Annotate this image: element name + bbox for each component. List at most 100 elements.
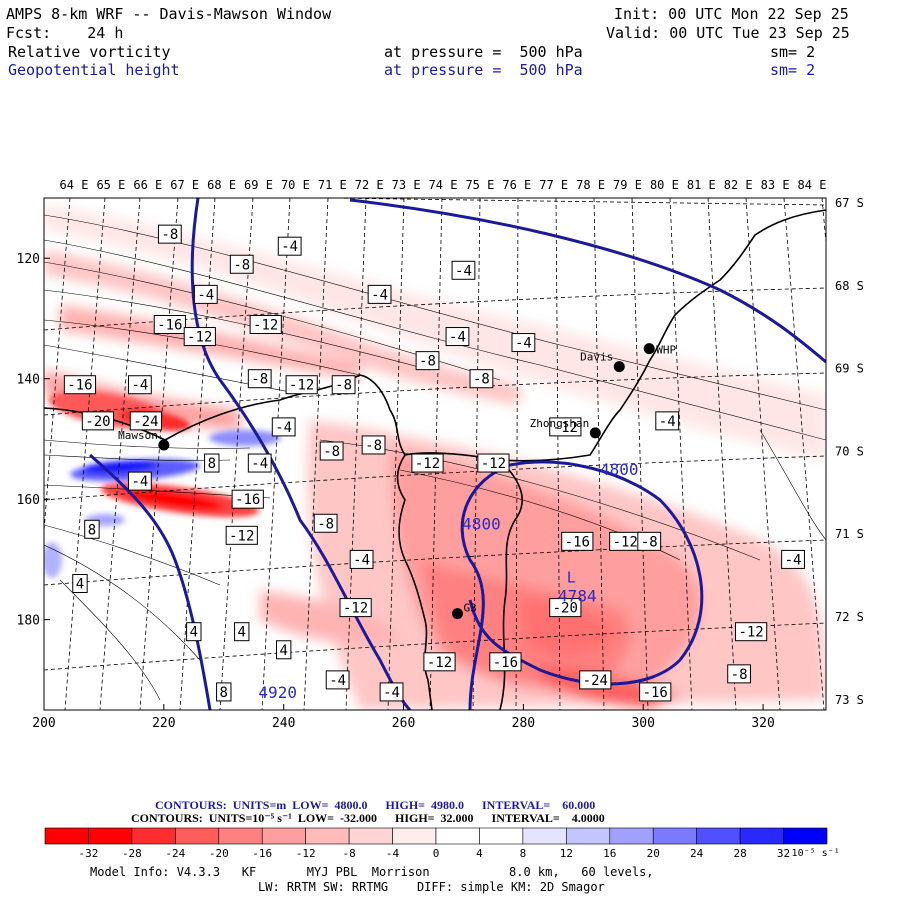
vorticity-label-text: -4 <box>197 287 214 303</box>
vorticity-label-box <box>367 284 392 304</box>
vorticity-label: -16 <box>561 531 594 551</box>
colorbar-label: 4 <box>476 847 483 860</box>
vorticity-label: -4 <box>127 471 152 491</box>
vorticity-label-box <box>379 682 404 702</box>
longitude-label: 81 E <box>687 178 716 192</box>
vorticity-label-box <box>423 652 456 672</box>
vorticity-label-box <box>655 411 680 431</box>
vorticity-label-box <box>549 598 582 618</box>
vorticity-label: 8 <box>216 682 232 702</box>
longitude-label: 67 E <box>170 178 199 192</box>
colorbar-swatch <box>652 827 697 845</box>
x-tick-label: 260 <box>392 716 415 731</box>
colorbar-label: 32 <box>777 847 790 860</box>
model-info-line2: LW: RRTM SW: RRTMG DIFF: simple KM: 2D S… <box>258 880 605 894</box>
vorticity-label-text: 4 <box>76 577 84 593</box>
colorbar-label: 24 <box>690 847 704 860</box>
vorticity-label-text: -4 <box>383 685 400 701</box>
longitude-label: 84 E <box>798 178 827 192</box>
vorticity-label: -8 <box>313 513 338 533</box>
x-tick-label: 220 <box>152 716 175 731</box>
field2-level: at pressure = 500 hPa <box>384 61 583 79</box>
vorticity-label: 8 <box>204 453 220 473</box>
vorticity-label-text: -4 <box>371 287 388 303</box>
vorticity-label-text: 8 <box>88 522 96 538</box>
station-label: G3 <box>463 602 476 615</box>
latitude-label: 70 S <box>835 444 864 458</box>
longitude-label: 79 E <box>613 178 642 192</box>
vorticity-label-text: -12 <box>738 625 763 641</box>
vorticity-label-box <box>561 531 594 551</box>
vorticity-label-box <box>349 549 374 569</box>
longitude-label: 76 E <box>502 178 531 192</box>
colorbar-label: 12 <box>560 847 573 860</box>
height-label: 4784 <box>558 587 597 606</box>
vorticity-label-box <box>183 327 216 347</box>
vorticity-label-box <box>247 453 272 473</box>
colorbar-label: -32 <box>79 847 99 860</box>
vorticity-label-box <box>72 574 88 594</box>
vorticity-label: -20 <box>81 411 115 431</box>
vorticity-label: -4 <box>127 375 152 395</box>
colorbar-swatch <box>739 827 784 845</box>
vorticity-label-box <box>579 670 612 690</box>
vorticity-label-box <box>511 333 536 353</box>
longitude-label: 69 E <box>244 178 273 192</box>
vorticity-label-text: -12 <box>289 378 314 394</box>
vorticity-label-text: -20 <box>85 414 110 430</box>
colorbar-label: 16 <box>603 847 616 860</box>
vorticity-label-text: -8 <box>365 438 382 454</box>
colorbar-label: -8 <box>342 847 355 860</box>
valid-time: Valid: 00 UTC Tue 23 Sep 25 <box>606 24 850 42</box>
vorticity-label-text: -4 <box>515 336 532 352</box>
vorticity-label: 4 <box>234 622 250 642</box>
colorbar-label: -24 <box>165 847 185 860</box>
vorticity-label: -12 <box>183 327 216 347</box>
station-layer: Davis WHP Zhongshan Mawson G3 <box>118 343 676 620</box>
model-info-line1: Model Info: V4.3.3 KF MYJ PBL Morrison 8… <box>90 865 654 879</box>
y-axis-ticks: 120 140 160 180 <box>17 252 50 629</box>
vorticity-label: 4 <box>72 574 88 594</box>
vorticity-label-box <box>415 351 440 371</box>
vorticity-label: -8 <box>331 375 356 395</box>
vorticity-label: -20 <box>549 598 582 618</box>
vorticity-label-box <box>153 314 186 334</box>
vorticity-label: -12 <box>423 652 456 672</box>
vorticity-label: -12 <box>477 453 510 473</box>
longitude-label: 64 E <box>60 178 89 192</box>
vorticity-label-box <box>477 453 510 473</box>
x-tick-label: 280 <box>512 716 535 731</box>
vorticity-label: -8 <box>415 351 440 371</box>
vorticity-label-text: 8 <box>208 456 216 472</box>
vorticity-label-box <box>204 453 220 473</box>
y-tick-label: 120 <box>17 252 40 267</box>
vorticity-label-text: -8 <box>323 444 340 460</box>
colorbar-swatch <box>348 827 393 845</box>
longitude-label: 74 E <box>429 178 458 192</box>
vorticity-label: -4 <box>349 549 374 569</box>
longitude-label: 65 E <box>96 178 125 192</box>
colorbar-swatch <box>175 827 220 845</box>
vorticity-contours <box>44 214 826 701</box>
plot-frame <box>43 197 827 711</box>
vorticity-label-box <box>186 622 202 642</box>
height-contour-info: CONTOURS: UNITS=m LOW= 4800.0 HIGH= 4980… <box>155 798 596 812</box>
vorticity-label-text: 4 <box>190 625 198 641</box>
vorticity-label-box <box>247 369 272 389</box>
forecast-hour: Fcst: 24 h <box>6 24 124 42</box>
vorticity-label: -4 <box>193 284 218 304</box>
field2-name: Geopotential height <box>8 61 180 79</box>
vorticity-label-box <box>331 375 356 395</box>
height-label: 4920 <box>258 683 297 702</box>
station-marker <box>451 608 463 620</box>
vorticity-label: -12 <box>339 598 372 618</box>
colorbar-swatch <box>305 827 350 845</box>
vorticity-label: -4 <box>451 260 476 280</box>
latitude-label: 69 S <box>835 362 864 376</box>
vorticity-label-box <box>271 417 296 437</box>
vorticity-label-box <box>313 513 338 533</box>
vorticity-label-box <box>81 411 115 431</box>
vorticity-label-box <box>275 640 292 660</box>
vorticity-label-text: -12 <box>253 317 278 333</box>
